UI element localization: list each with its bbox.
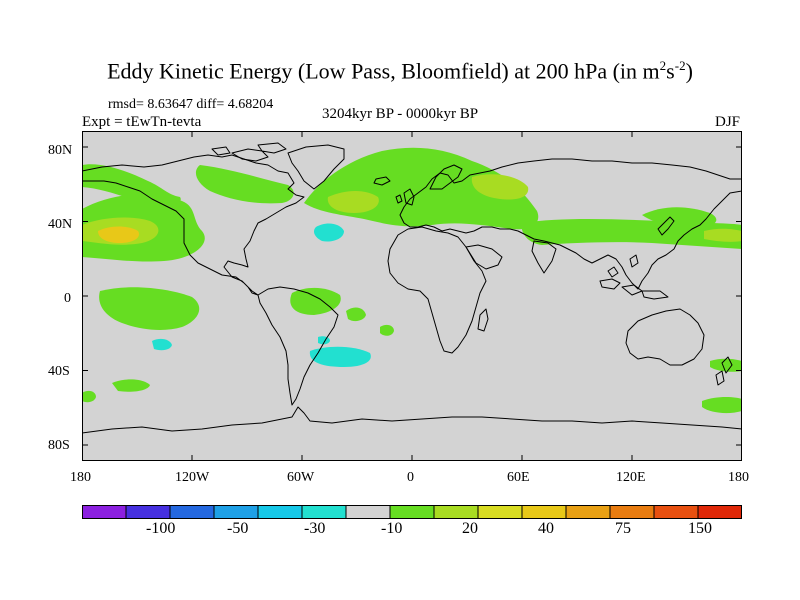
lat-tick-80n: 80N: [48, 143, 73, 158]
coastlines: [82, 142, 742, 434]
lon-tick-0: 0: [407, 470, 414, 485]
lon-tick-120e: 120E: [616, 470, 646, 485]
colorbar-label: 20: [462, 520, 478, 537]
colorbar: [82, 505, 742, 519]
lat-tick-40s: 40S: [48, 364, 70, 379]
colorbar-cell: [169, 505, 215, 519]
lon-tick-180w: 180: [70, 470, 91, 485]
colorbar-cell: [213, 505, 259, 519]
anomaly-north-atlantic-core: [327, 191, 379, 213]
colorbar-cell: [389, 505, 435, 519]
coast-africa: [387, 226, 487, 354]
coast-british-isles: [395, 188, 415, 206]
colorbar-cell: [125, 505, 171, 519]
colorbar-cell: [697, 505, 742, 519]
anomaly-field: [82, 147, 742, 414]
anomaly-south-america: [290, 287, 341, 315]
anomaly-negative-atlantic: [314, 223, 344, 242]
coast-north-america: [82, 154, 305, 296]
coast-australia: [625, 308, 705, 366]
period-label: 3204kyr BP - 0000kyr BP: [321, 106, 479, 122]
anomaly-south-pacific: [99, 287, 200, 330]
lon-tick-60w: 60W: [287, 470, 315, 485]
coast-south-america: [257, 286, 339, 406]
stats-label: rmsd= 8.63647 diff= 4.68204: [108, 97, 274, 112]
colorbar-cell: [477, 505, 523, 519]
anomaly-south-atlantic: [346, 307, 366, 322]
colorbar-cell: [433, 505, 479, 519]
colorbar-label: -100: [146, 520, 176, 537]
anomaly-east-asia-core: [704, 228, 742, 242]
colorbar-cell: [565, 505, 611, 519]
anomaly-south-atlantic-east: [380, 324, 394, 336]
coast-madagascar: [477, 308, 489, 332]
colorbar-label: -10: [381, 520, 403, 537]
anomaly-southern-ocean-sw: [82, 390, 96, 403]
lat-tick-80s: 80S: [48, 438, 70, 453]
anomaly-negative-south-pacific: [152, 338, 172, 351]
anomaly-nh-pacific-max: [98, 226, 140, 243]
coast-new-zealand: [715, 356, 733, 386]
colorbar-label: 150: [688, 520, 712, 537]
lon-tick-60e: 60E: [507, 470, 530, 485]
figure-title: Eddy Kinetic Energy (Low Pass, Bloomfiel…: [107, 58, 693, 84]
lat-tick-40n: 40N: [48, 217, 73, 232]
coast-japan: [657, 216, 675, 236]
coast-eurasia: [399, 158, 742, 290]
colorbar-cell: [345, 505, 391, 519]
anomaly-south-indian-ocean: [710, 358, 742, 372]
colorbar-label: 75: [615, 520, 631, 537]
colorbar-label: -50: [227, 520, 249, 537]
anomaly-southern-ocean-east: [702, 397, 742, 414]
anomaly-negative-south-atlantic: [309, 346, 371, 367]
colorbar-cell: [521, 505, 567, 519]
coast-greenland: [287, 144, 345, 190]
coast-arabia: [465, 244, 503, 270]
colorbar-cell: [82, 505, 127, 519]
coast-arctic-islands: [211, 142, 287, 162]
coast-antarctica: [82, 406, 742, 434]
anomaly-east-asia: [642, 207, 717, 227]
map-plot: [82, 131, 742, 461]
coast-iceland: [373, 176, 391, 186]
experiment-label: Expt = tEwTn-tevta: [82, 114, 202, 130]
colorbar-cell: [609, 505, 655, 519]
colorbar-label: -30: [304, 520, 326, 537]
colorbar-cell: [257, 505, 303, 519]
anomaly-north-america-east: [195, 165, 294, 204]
colorbar-cell: [301, 505, 347, 519]
colorbar-cell: [653, 505, 699, 519]
coast-india: [531, 240, 557, 274]
coast-scandinavia: [429, 164, 463, 190]
coast-southeast-asia: [599, 254, 669, 300]
map-ticks: [82, 131, 742, 461]
anomaly-north-eurasia-core: [471, 174, 529, 200]
lon-tick-120w: 120W: [175, 470, 210, 485]
season-label: DJF: [714, 114, 740, 130]
lat-tick-0: 0: [64, 291, 71, 306]
lon-tick-180e: 180: [728, 470, 749, 485]
anomaly-north-america: [82, 164, 181, 206]
anomaly-southern-ocean-west: [112, 379, 150, 392]
colorbar-label: 40: [538, 520, 554, 537]
